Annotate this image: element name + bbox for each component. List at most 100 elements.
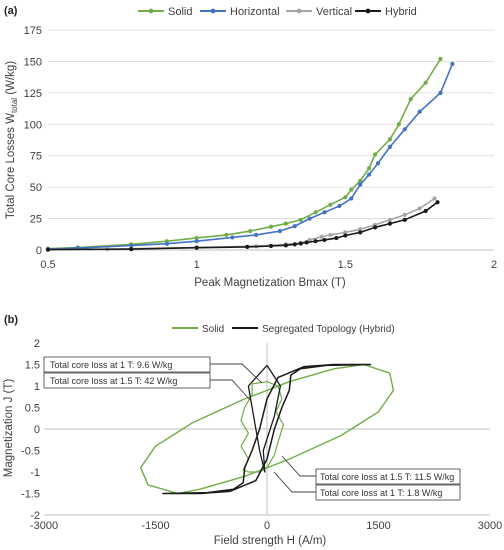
data-point-vertical xyxy=(319,234,324,239)
data-point-hybrid xyxy=(268,243,274,249)
data-point-vertical xyxy=(358,227,363,232)
data-point-hybrid xyxy=(423,208,428,214)
data-point-hybrid xyxy=(343,233,348,238)
panel-a-x-tick-label: 1 xyxy=(194,259,200,271)
annotation-box-hybrid-15t xyxy=(315,468,461,485)
data-point-hybrid xyxy=(298,241,303,246)
legend-solid-marker xyxy=(148,8,154,14)
panel-b-y-tick-label: 1 xyxy=(34,381,40,393)
annotation-solid-1t: Total core loss at 1 T: 9.6 W/kg xyxy=(50,360,172,370)
data-point-horizontal xyxy=(254,232,259,238)
panel-a-x-ticks: 0.5 1 1.5 2 xyxy=(40,259,497,271)
panel-a-y-ticks: 0 25 50 75 100 125 150 175 xyxy=(24,25,42,257)
panel-b-x-axis-title: Field strength H (A/m) xyxy=(214,535,327,547)
data-point-vertical xyxy=(387,217,393,222)
data-point-solid xyxy=(268,224,274,229)
annotation-solid-15t: Total core loss at 1.5 T: 42 W/kg xyxy=(50,376,177,386)
legend-vertical-label: Vertical xyxy=(316,6,352,18)
data-point-solid xyxy=(349,187,354,192)
data-point-hybrid xyxy=(435,200,440,205)
data-point-solid xyxy=(372,152,378,157)
panel-b-y-tick-label: 1.5 xyxy=(25,360,40,372)
data-point-horizontal xyxy=(230,235,235,240)
legend-b-solid-label: Solid xyxy=(202,324,224,335)
panel-b-y-tick-label: -2 xyxy=(30,510,40,522)
data-point-vertical xyxy=(328,232,333,238)
data-point-horizontal xyxy=(307,216,312,221)
panel-b-x-tick-label: -1500 xyxy=(141,520,169,532)
annotation-leader-solid-15t xyxy=(210,379,251,401)
data-point-vertical xyxy=(343,230,348,235)
data-point-horizontal xyxy=(277,229,283,234)
annotation-box-hybrid-1t xyxy=(315,484,461,501)
data-point-solid xyxy=(248,229,253,234)
data-point-horizontal xyxy=(349,196,354,201)
panel-b-x-tick-label: 1500 xyxy=(366,520,390,532)
panel-a-y-tick-label: 125 xyxy=(24,88,42,100)
panel-b-loops xyxy=(139,363,395,495)
series-line-solid xyxy=(47,58,442,250)
solid-minor-loop xyxy=(240,381,284,473)
data-point-hybrid xyxy=(402,217,407,222)
data-point-solid xyxy=(387,137,393,142)
panel-a-y-tick-label: 100 xyxy=(24,119,42,131)
legend-vertical-marker xyxy=(296,8,302,14)
panel-b-y-ticks: -2 -1.5 -1 -0.5 0 0.5 1 1.5 2 xyxy=(21,338,40,522)
data-point-hybrid xyxy=(304,240,309,245)
data-point-solid xyxy=(438,56,443,62)
annotation-box-solid-15t xyxy=(43,372,211,389)
data-point-horizontal xyxy=(375,161,381,166)
panel-a-y-axis-title: Total Core Losses Wtotal (W/kg) xyxy=(5,61,19,219)
panel-a-y-tick-label: 25 xyxy=(30,214,42,226)
panel-a-x-tick-label: 1.5 xyxy=(338,259,353,271)
panel-b-y-tick-label: 2 xyxy=(34,338,40,350)
panel-b-x-tick-label: 3000 xyxy=(478,520,502,532)
panel-a-legend: Solid Horizontal Vertical Hybrid xyxy=(138,6,417,18)
annotation-hybrid-1t: Total core loss at 1 T: 1.8 W/kg xyxy=(320,488,442,498)
legend-b-hybrid-label: Segregated Topology (Hybrid) xyxy=(262,324,395,335)
data-point-hybrid xyxy=(292,242,297,247)
data-point-horizontal xyxy=(337,203,342,209)
data-point-solid xyxy=(423,80,428,85)
data-point-horizontal xyxy=(417,109,422,114)
data-point-horizontal xyxy=(367,172,372,177)
panel-a-label: (a) xyxy=(4,5,18,17)
data-point-hybrid xyxy=(334,235,339,241)
data-point-horizontal xyxy=(387,144,393,150)
panel-b-y-tick-label: 0.5 xyxy=(25,403,40,415)
data-point-horizontal xyxy=(450,61,455,67)
panel-a-y-tick-label: 0 xyxy=(36,245,42,257)
data-point-hybrid xyxy=(245,244,250,249)
annotation-leader-solid-1t xyxy=(210,363,263,384)
panel-b-y-tick-label: 0 xyxy=(34,424,40,436)
data-point-vertical xyxy=(402,212,407,217)
data-point-solid xyxy=(224,232,229,238)
data-point-solid xyxy=(358,178,363,183)
data-point-hybrid xyxy=(372,225,378,230)
panel-b-x-ticks: -3000 -1500 0 1500 3000 xyxy=(30,520,502,532)
data-point-solid xyxy=(396,122,401,127)
data-point-solid xyxy=(313,210,318,215)
panel-b-y-tick-label: -1.5 xyxy=(21,489,40,501)
data-point-horizontal xyxy=(322,210,327,215)
data-point-vertical xyxy=(307,237,312,243)
panel-b-y-axis-title: Magnetization J (T) xyxy=(3,379,15,478)
panel-a-chart: (a) 0 25 50 75 100 125 150 175 0.5 1 1.5 2 Solid H… xyxy=(4,5,497,289)
legend-hybrid-marker xyxy=(365,8,371,14)
panel-b-legend: Solid Segregated Topology (Hybrid) xyxy=(172,324,395,335)
panel-a-series xyxy=(45,56,455,252)
data-point-hybrid xyxy=(194,245,199,250)
panel-a-x-axis-title: Peak Magnetization Bmax (T) xyxy=(194,277,346,289)
panel-b-chart: (b) Solid Segregated Topology (Hybrid) -… xyxy=(3,314,502,547)
data-point-solid xyxy=(283,221,288,226)
panel-a-x-tick-label: 2 xyxy=(491,259,497,271)
panel-b-axes xyxy=(44,343,490,516)
data-point-horizontal xyxy=(438,90,443,95)
legend-solid-label: Solid xyxy=(168,6,192,18)
annotation-hybrid-15t: Total core loss at 1.5 T: 11.5 W/kg xyxy=(320,472,454,482)
data-point-solid xyxy=(343,195,348,200)
annotation-leader-hybrid-15t xyxy=(281,455,316,477)
legend-horizontal-label: Horizontal xyxy=(230,6,280,18)
legend-hybrid-label: Hybrid xyxy=(385,6,417,18)
